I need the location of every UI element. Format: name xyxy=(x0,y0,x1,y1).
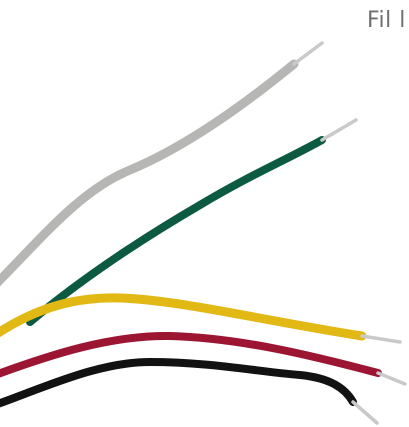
green-wire xyxy=(26,118,358,326)
grey-wire xyxy=(0,41,324,287)
caption-text: Fil l xyxy=(367,8,406,33)
black-wire xyxy=(0,357,379,425)
red-wire xyxy=(0,331,407,386)
yellow-wire xyxy=(0,293,402,344)
